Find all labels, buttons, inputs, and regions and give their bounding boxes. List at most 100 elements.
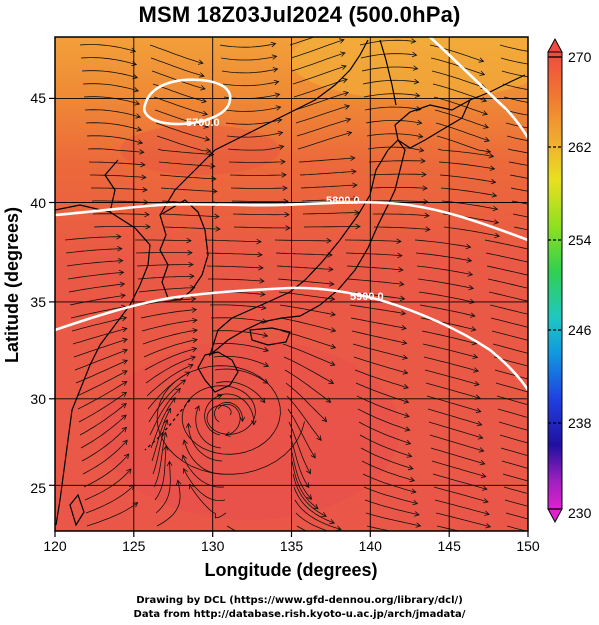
streamline-arrow (543, 368, 548, 373)
streamline-arrow (338, 38, 345, 44)
streamline (86, 502, 138, 527)
streamline-arrow (210, 163, 216, 169)
streamline (509, 174, 528, 179)
streamline-arrow (321, 416, 328, 423)
streamline (162, 213, 219, 217)
streamline (355, 382, 409, 403)
streamline (354, 369, 409, 389)
streamline (227, 145, 284, 151)
streamline (360, 447, 414, 470)
streamline-arrow (344, 104, 351, 110)
streamline (204, 239, 262, 243)
streamline (289, 434, 310, 488)
streamline (366, 133, 423, 138)
streamline-arrow (321, 511, 327, 517)
streamline-arrow (330, 327, 337, 333)
streamline-arrow (466, 257, 473, 263)
streamline-arrow (162, 431, 168, 438)
streamline-arrow (411, 51, 418, 58)
streamline (358, 421, 411, 445)
streamline-arrow (142, 186, 148, 193)
streamline (349, 304, 406, 315)
streamline-arrow (352, 182, 358, 188)
streamline (80, 57, 137, 65)
streamline (79, 44, 136, 52)
streamline (156, 480, 181, 527)
streamline-arrow (275, 105, 282, 111)
streamline-arrow (535, 248, 540, 253)
streamline (363, 93, 420, 98)
streamline-arrow (494, 232, 501, 239)
streamline (505, 122, 528, 129)
streamline-arrow (536, 262, 541, 267)
streamline-arrow (490, 178, 497, 185)
streamline (86, 135, 143, 144)
streamline (420, 317, 476, 331)
streamline (188, 484, 227, 519)
streamline (295, 105, 350, 124)
streamline-arrow (273, 546, 278, 551)
streamline (443, 226, 500, 237)
streamline (144, 348, 197, 371)
streamline-arrow (492, 205, 499, 212)
streamline-arrow (208, 151, 215, 157)
streamline (228, 161, 286, 163)
streamline (438, 161, 495, 170)
streamline-arrow (476, 421, 483, 427)
streamline (366, 525, 393, 531)
streamline-arrow (260, 397, 266, 404)
streamline-arrow (139, 149, 145, 155)
streamline-arrow (185, 422, 192, 428)
streamline-arrow (121, 426, 127, 433)
streamline-arrow (336, 525, 342, 531)
streamline (135, 239, 192, 242)
streamline (345, 252, 402, 257)
streamline (224, 106, 281, 112)
streamline-arrow (467, 271, 474, 277)
streamline (500, 57, 528, 65)
streamline (157, 148, 214, 155)
streamline (136, 264, 193, 267)
streamline-arrow (479, 460, 486, 466)
streamline (145, 356, 196, 384)
streamline-arrow (304, 482, 310, 489)
streamline (499, 434, 528, 444)
streamline (292, 65, 347, 85)
streamline-arrow (166, 407, 171, 414)
streamline (297, 132, 352, 150)
streamline (85, 122, 142, 131)
contour-5700 (142, 78, 232, 126)
streamline-arrow (410, 488, 417, 494)
streamline-arrow (261, 318, 268, 324)
streamline-arrow (402, 354, 409, 360)
streamline (492, 343, 528, 354)
streamline (66, 260, 123, 267)
streamline-arrow (470, 326, 477, 332)
gyre-spiral (156, 365, 305, 475)
streamline-arrow (273, 79, 280, 86)
streamline (229, 174, 287, 176)
streamline (226, 132, 283, 138)
streamline-arrow (351, 168, 357, 175)
streamline-arrow (562, 208, 567, 213)
streamline (425, 382, 481, 399)
streamline (434, 499, 490, 515)
streamline (138, 287, 195, 293)
streamline (369, 173, 427, 176)
streamline-arrow (133, 87, 140, 93)
streamline-arrow (188, 261, 194, 268)
streamline-arrow (343, 91, 349, 97)
streamline (85, 484, 135, 514)
streamline (436, 135, 491, 153)
streamline (414, 239, 471, 248)
streamline-arrow (328, 266, 334, 272)
y-tick-30: 30 (30, 391, 46, 407)
streamline (419, 304, 475, 317)
streamline-arrow (345, 117, 352, 123)
streamline-arrow (542, 355, 547, 360)
streamline-arrow (271, 54, 278, 60)
streamline (513, 226, 528, 231)
streamline-arrow (122, 337, 128, 344)
streamline-arrow (199, 72, 205, 78)
streamline (280, 317, 336, 332)
